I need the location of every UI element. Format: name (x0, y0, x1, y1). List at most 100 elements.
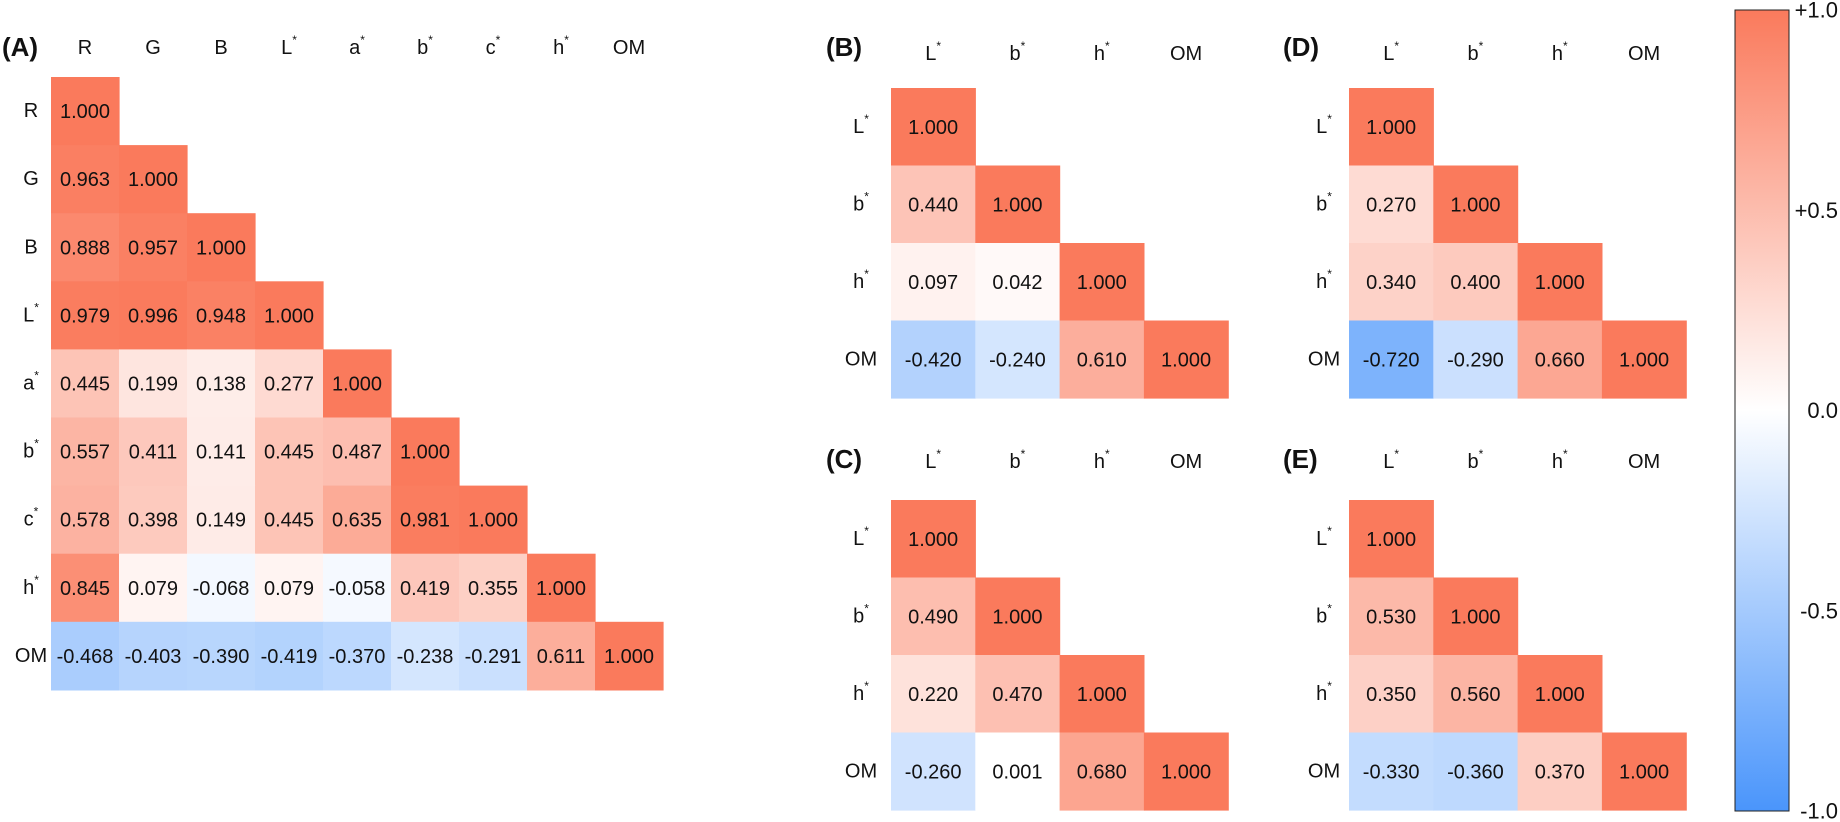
column-header: b* (1468, 39, 1484, 65)
cell-value-label: -0.260 (905, 761, 962, 783)
cell-value-label: 0.097 (908, 272, 958, 294)
column-header: OM (1170, 43, 1202, 65)
heatmap-cell (1517, 655, 1603, 734)
panel-label: (C) (826, 444, 862, 474)
row-label: h* (23, 573, 39, 599)
heatmap-cell (1349, 732, 1434, 811)
colorbar-tick-label: -0.5 (1800, 598, 1838, 623)
column-header: h* (1552, 39, 1568, 65)
heatmap-cell (51, 621, 120, 691)
column-header: c* (486, 33, 501, 59)
colorbar-gradient (1734, 9, 1790, 812)
heatmap-cell (51, 417, 120, 487)
heatmap-cell (255, 553, 324, 623)
cell-value-label: 1.000 (1535, 272, 1585, 294)
colorbar: +1.0 +0.5 0.0 -0.5 -1.0 (1734, 0, 1838, 822)
column-header: L* (281, 33, 297, 59)
heatmap-cell (187, 213, 256, 282)
cell-value-label: 0.149 (196, 510, 246, 532)
heatmap-cell (391, 485, 460, 555)
heatmap-cell (975, 732, 1061, 811)
cell-value-label: 0.948 (196, 305, 246, 327)
heatmap-cell (1433, 165, 1519, 244)
cell-value-label: -0.240 (989, 349, 1046, 371)
heatmap-cell (1059, 655, 1145, 734)
heatmap-cell (51, 349, 120, 419)
row-label: L* (853, 112, 869, 138)
row-label: OM (1308, 348, 1340, 370)
column-header: L* (1383, 447, 1399, 473)
column-header: h* (1094, 447, 1110, 473)
cell-value-label: 1.000 (908, 117, 958, 139)
row-label: L* (853, 524, 869, 550)
column-header: G (145, 37, 161, 59)
heatmap-cell (323, 417, 392, 487)
heatmap-cell (891, 655, 976, 734)
heatmap-cell (323, 621, 392, 691)
row-label: b* (23, 437, 39, 463)
heatmap-cell (891, 500, 976, 579)
heatmap-cell (119, 349, 188, 419)
heatmap-panel-d: (D) 1.000 0.270 1.000 0.340 0.400 1.000 -0.720 -… (1283, 32, 1687, 399)
heatmap-cell (51, 145, 120, 214)
heatmap-panel-a: (A) 1.000 0.963 1.000 0.888 0.957 1.000 0.979 0.… (2, 32, 664, 691)
cell-value-label: 0.578 (60, 510, 110, 532)
row-label: b* (1316, 601, 1332, 627)
cell-value-label: 0.141 (196, 442, 246, 464)
column-header: OM (1170, 451, 1202, 473)
cell-value-label: 0.445 (264, 442, 314, 464)
cell-value-label: 0.355 (468, 578, 518, 600)
cell-value-label: 0.079 (264, 578, 314, 600)
cell-value-label: 0.138 (196, 373, 246, 395)
heatmap-cell (1601, 732, 1687, 811)
cell-value-label: 1.000 (992, 606, 1042, 628)
heatmap-cell (119, 213, 188, 282)
colorbar-tick-label: +1.0 (1795, 0, 1838, 23)
cell-value-label: 0.530 (1366, 606, 1416, 628)
heatmap-cell (975, 320, 1061, 399)
heatmap-cell (1433, 577, 1519, 656)
colorbar-tick-label: 0.0 (1807, 398, 1838, 423)
heatmap-cell (187, 485, 256, 555)
cell-value-label: 0.560 (1450, 684, 1500, 706)
heatmap-cell (187, 553, 256, 623)
cell-value-label: 1.000 (468, 510, 518, 532)
row-label: h* (853, 267, 869, 293)
heatmap-cell (391, 417, 460, 487)
row-label: G (23, 168, 39, 190)
column-header: b* (1468, 447, 1484, 473)
heatmap-cell (119, 281, 188, 350)
heatmap-cell (1517, 243, 1603, 322)
row-label: OM (15, 645, 47, 667)
column-header: h* (1552, 447, 1568, 473)
cell-value-label: 0.400 (1450, 272, 1500, 294)
cell-value-label: 0.660 (1535, 349, 1585, 371)
heatmap-cell (459, 621, 528, 691)
cell-value-label: 0.001 (992, 761, 1042, 783)
heatmap-cell (51, 485, 120, 555)
cell-value-label: -0.420 (905, 349, 962, 371)
cell-value-label: 0.490 (908, 606, 958, 628)
heatmap-cell (119, 417, 188, 487)
column-header: L* (1383, 39, 1399, 65)
heatmap-cell (51, 213, 120, 282)
cell-value-label: 0.957 (128, 237, 178, 259)
cell-value-label: 0.340 (1366, 272, 1416, 294)
cell-value-label: 1.000 (1077, 684, 1127, 706)
row-label: L* (1316, 524, 1332, 550)
cell-value-label: 0.270 (1366, 194, 1416, 216)
row-label: OM (845, 348, 877, 370)
cell-value-label: 0.277 (264, 373, 314, 395)
cell-value-label: 1.000 (604, 646, 654, 668)
heatmap-cell (51, 281, 120, 350)
column-header: L* (925, 447, 941, 473)
heatmap-cell (891, 577, 976, 656)
heatmap-cell (1433, 320, 1519, 399)
heatmap-cell (1349, 320, 1434, 399)
column-header: b* (417, 33, 433, 59)
cell-value-label: 0.398 (128, 510, 178, 532)
cell-value-label: 0.199 (128, 373, 178, 395)
cell-value-label: 1.000 (1450, 194, 1500, 216)
row-label: c* (24, 505, 39, 531)
